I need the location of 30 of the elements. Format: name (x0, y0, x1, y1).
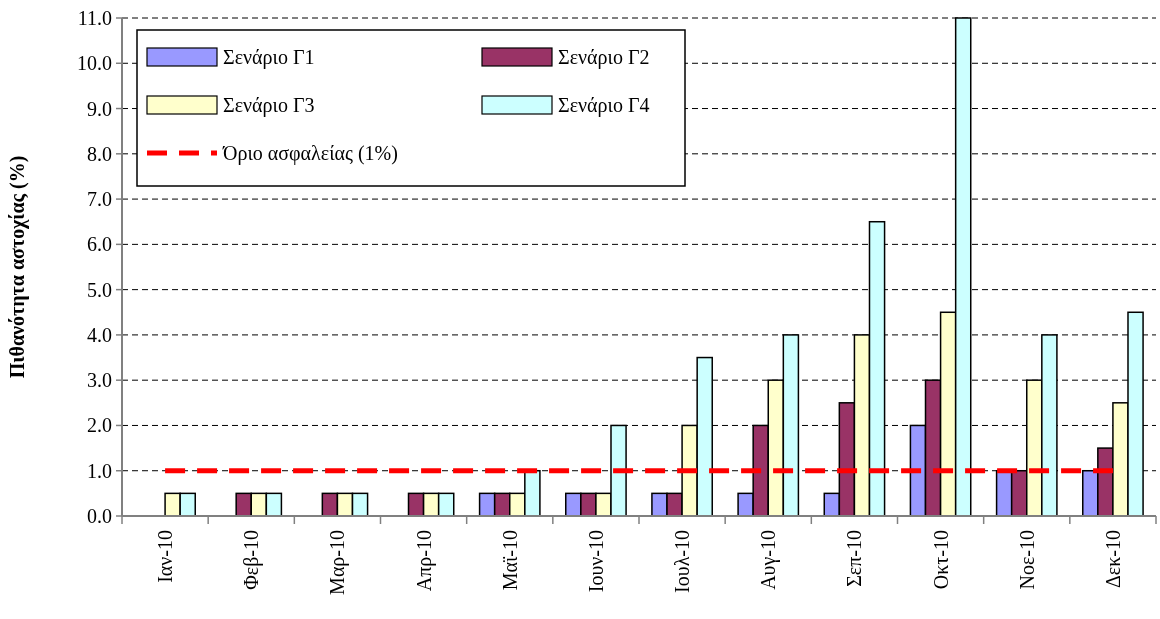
x-tick-label: Φεβ-10 (240, 530, 264, 590)
y-tick-label: 6.0 (87, 233, 112, 256)
y-tick-label: 11.0 (77, 7, 112, 29)
legend-label: Σενάριο Γ3 (223, 94, 315, 117)
y-tick-label: 4.0 (87, 323, 112, 346)
x-tick-label: Απρ-10 (412, 530, 436, 592)
y-tick-label: 8.0 (87, 142, 112, 165)
x-tick-label: Μαϊ-10 (498, 530, 521, 591)
legend-label: Σενάριο Γ1 (223, 46, 315, 69)
y-tick-label: 5.0 (87, 278, 112, 301)
y-axis-title: Πιθανότητα αστοχίας (%) (6, 155, 29, 379)
y-tick-label: 0.0 (87, 505, 112, 527)
x-tick-label: Μαρ-10 (326, 530, 350, 595)
y-tick-label: 3.0 (87, 369, 112, 392)
legend-label: Σενάριο Γ2 (558, 46, 650, 69)
legend-label: Όριο ασφαλείας (1%) (222, 142, 398, 165)
legend-label: Σενάριο Γ4 (558, 94, 650, 117)
y-tick-label: 1.0 (87, 459, 112, 482)
y-tick-label: 9.0 (87, 97, 112, 120)
x-tick-label: Ιαν-10 (154, 530, 177, 583)
x-tick-label: Δεκ-10 (1101, 530, 1124, 588)
y-tick-label: 7.0 (87, 188, 112, 211)
y-tick-label: 2.0 (87, 414, 112, 437)
x-tick-label: Νοε-10 (1015, 530, 1038, 590)
y-tick-label: 10.0 (77, 52, 112, 75)
x-tick-label: Αυγ-10 (757, 530, 781, 590)
x-tick-label: Οκτ-10 (929, 530, 952, 590)
x-tick-label: Ιουν-10 (584, 530, 607, 593)
x-tick-label: Σεπ-10 (843, 530, 866, 587)
x-tick-label: Ιουλ-10 (671, 530, 694, 593)
